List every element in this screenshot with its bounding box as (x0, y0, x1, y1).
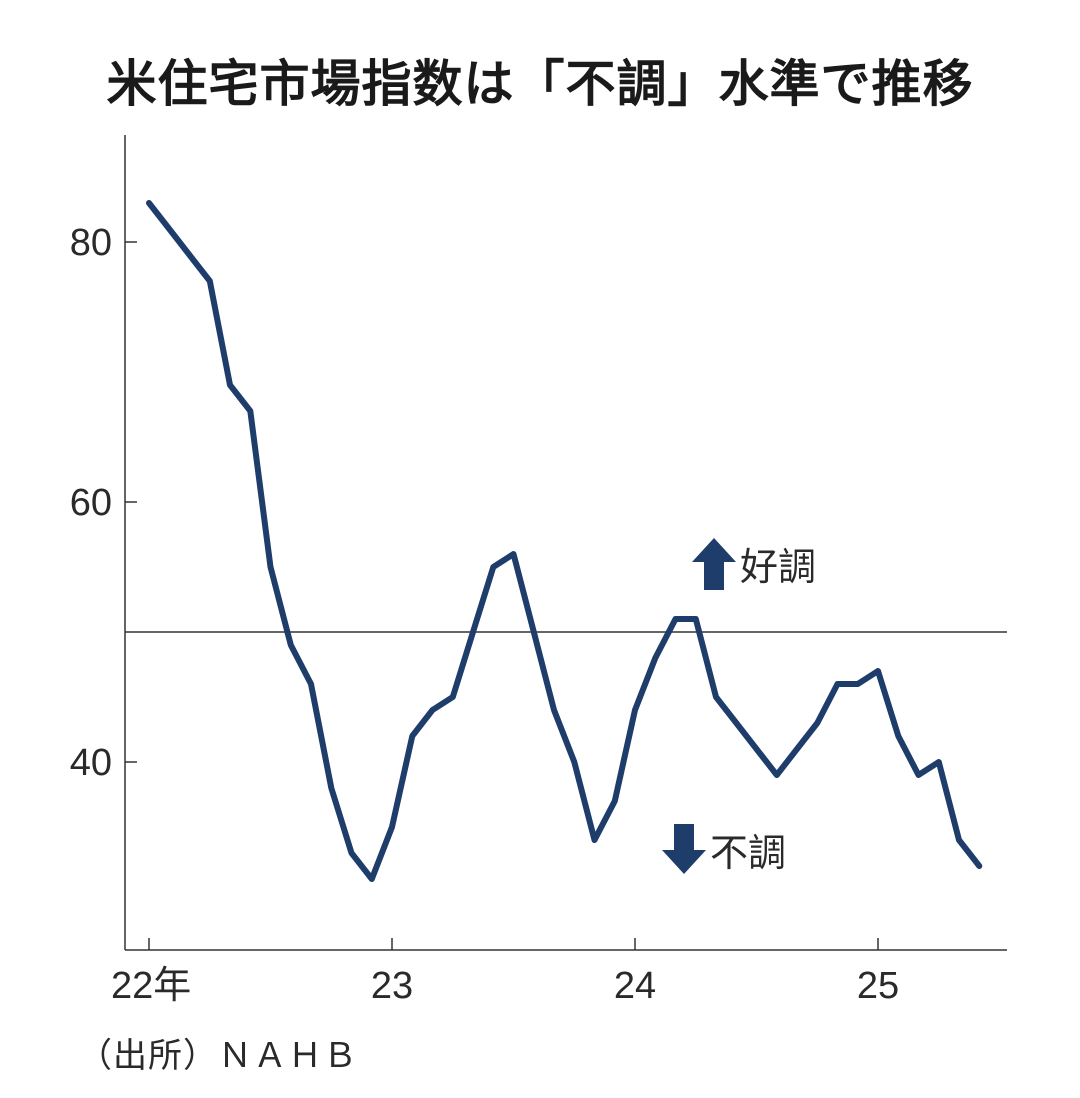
x-tick-label: 23 (371, 965, 413, 1007)
down-arrow-icon (662, 824, 706, 874)
tick-labels: 40 60 80 22年 23 24 25 (70, 222, 899, 1007)
source-note: （出所）ＮＡＨＢ (78, 1036, 358, 1076)
y-tick-label: 40 (70, 742, 112, 784)
y-tick-label: 80 (70, 222, 112, 264)
up-arrow-icon (692, 538, 736, 590)
x-tick-label: 24 (614, 965, 656, 1007)
chart-title: 米住宅市場指数は「不調」水準で推移 (106, 55, 974, 113)
x-tick-label: 22年 (111, 965, 191, 1007)
x-tick-label: 25 (857, 965, 899, 1007)
annotation-good: 好調 (740, 545, 816, 589)
annotation-bad: 不調 (710, 831, 786, 875)
y-tick-label: 60 (70, 482, 112, 524)
series-group (146, 200, 983, 882)
series-line (146, 200, 983, 882)
chart-axes (124, 135, 1007, 951)
